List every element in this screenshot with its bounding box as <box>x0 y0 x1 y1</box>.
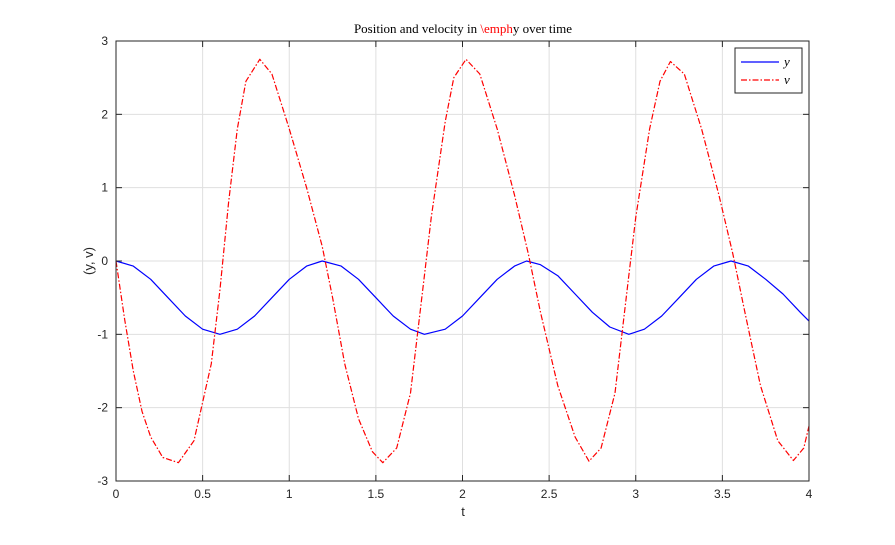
y-tick-label: -1 <box>97 327 108 341</box>
x-tick-label: 3.5 <box>714 487 731 501</box>
x-tick-label: 4 <box>806 487 813 501</box>
x-axis-label: t <box>461 504 465 519</box>
x-tick-label: 3 <box>632 487 639 501</box>
x-tick-label: 2.5 <box>541 487 558 501</box>
chart-title: Position and velocity in \emphy over tim… <box>354 21 572 36</box>
y-tick-label: 0 <box>101 254 108 268</box>
x-tick-label: 1 <box>286 487 293 501</box>
legend: y v <box>734 47 803 94</box>
series-layer <box>115 58 810 464</box>
series-line-v <box>115 58 810 464</box>
legend-label-y: y <box>782 54 790 69</box>
title-part-1: \emph <box>480 21 513 36</box>
y-tick-label: -3 <box>97 474 108 488</box>
x-tick-label: 0 <box>113 487 120 501</box>
axis-ticks: 0 0.5 1 1.5 2 2.5 3 3.5 4 -3 -2 -1 0 1 2 3 <box>97 34 812 501</box>
y-tick-label: 2 <box>101 107 108 121</box>
y-tick-label: 3 <box>101 34 108 48</box>
title-part-2: y over time <box>513 21 572 36</box>
grid <box>116 41 809 481</box>
y-axis-label: (y, v) <box>81 247 96 275</box>
x-tick-label: 1.5 <box>368 487 385 501</box>
y-tick-label: -2 <box>97 401 108 415</box>
series-line-y <box>115 260 810 335</box>
title-part-0: Position and velocity in <box>354 21 480 36</box>
legend-label-v: v <box>784 72 790 87</box>
x-tick-label: 0.5 <box>194 487 211 501</box>
y-tick-label: 1 <box>101 181 108 195</box>
x-tick-label: 2 <box>459 487 466 501</box>
legend-box <box>734 47 803 94</box>
